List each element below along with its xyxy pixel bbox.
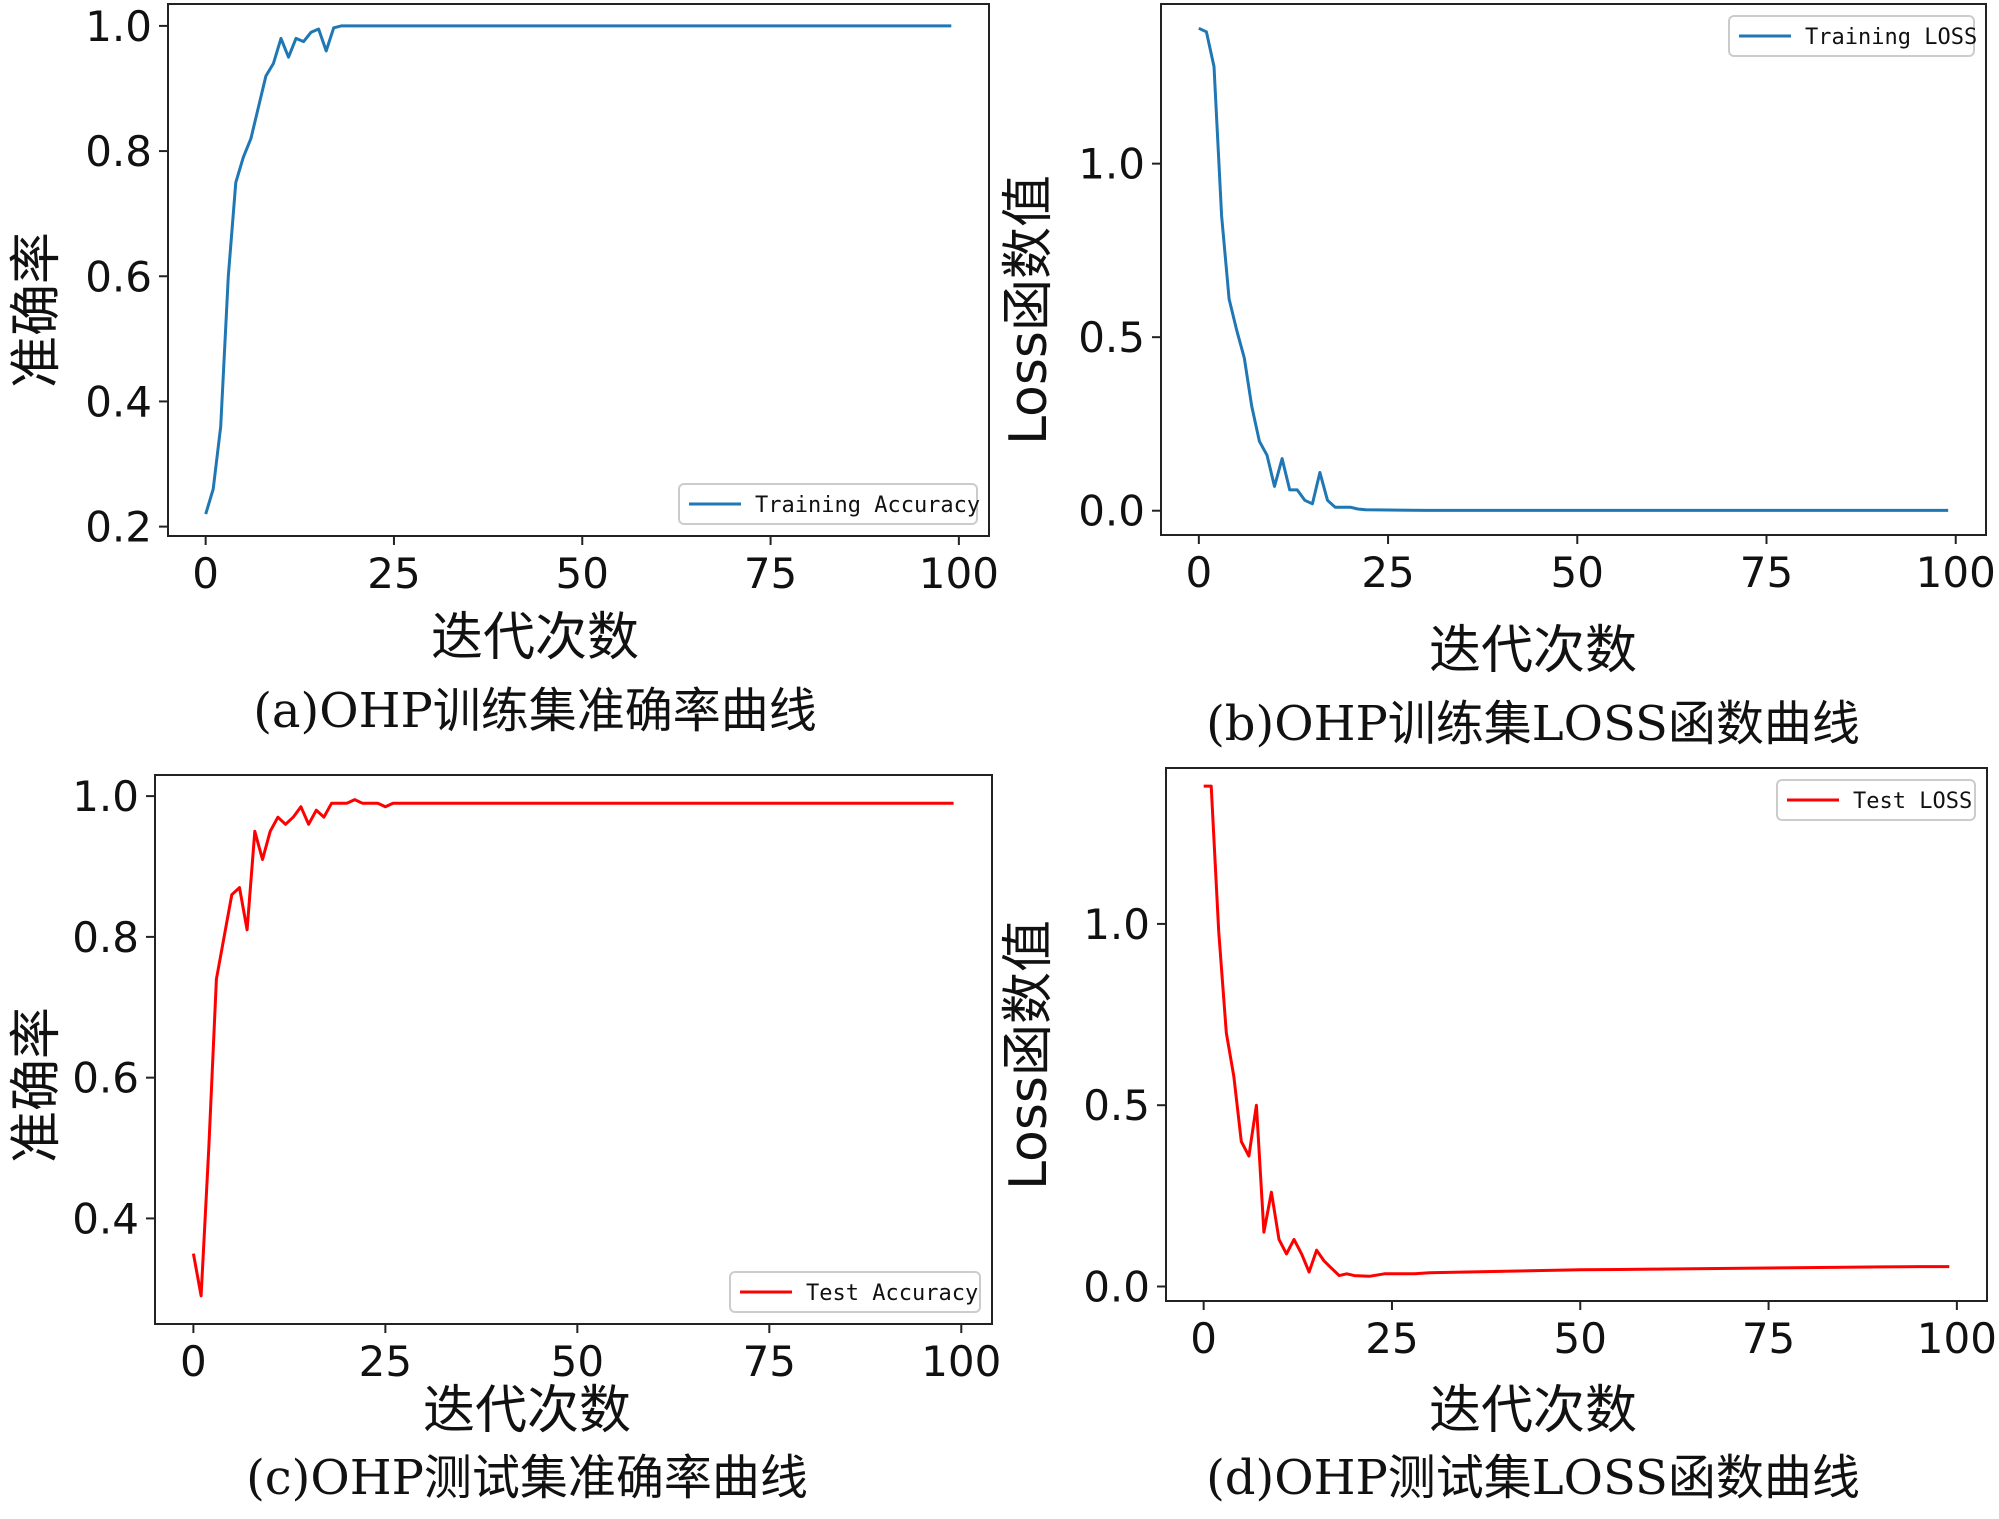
panel-b-training-loss: (b)OHP训练集LOSS函数曲线 0 25 50 75 100 0.0 0.5 1.0 迭代次… xyxy=(999,3,1996,752)
y-tick-label: 0.5 xyxy=(1078,313,1145,362)
x-axis-label: 迭代次数 xyxy=(1429,621,1637,681)
y-axis-label: 准确率 xyxy=(7,1007,67,1163)
legend-box xyxy=(729,1271,981,1313)
y-tick-label: 0.8 xyxy=(72,913,139,962)
legend-label: Test LOSS xyxy=(1853,789,1972,814)
y-tick-label: 1.0 xyxy=(1083,900,1150,949)
x-tick-label: 100 xyxy=(921,1337,1001,1386)
x-tick-label: 25 xyxy=(1365,1314,1418,1363)
plot-frame xyxy=(154,774,993,1325)
caption: (d)OHP测试集LOSS函数曲线 xyxy=(1206,1450,1860,1506)
y-tick-label: 0.0 xyxy=(1078,487,1145,536)
series-line xyxy=(204,24,952,515)
series-line xyxy=(191,798,954,1298)
x-tick-label: 25 xyxy=(367,549,420,598)
x-tick-label: 25 xyxy=(1361,548,1414,597)
x-tick-label: 75 xyxy=(744,549,797,598)
x-tick-label: 100 xyxy=(1916,548,1996,597)
panel-a-training-accuracy: (a)OHP训练集准确率曲线 0 25 50 75 100 0.2 0.4 0.6 0.8 1.0… xyxy=(7,2,999,739)
legend-label: Training Accuracy xyxy=(755,493,980,518)
x-tick-label: 0 xyxy=(1185,548,1212,597)
series-line xyxy=(1203,784,1950,1278)
legend-box xyxy=(678,483,978,525)
y-tick-label: 0.4 xyxy=(85,377,152,426)
legend-label: Test Accuracy xyxy=(806,1281,978,1306)
x-tick-label: 0 xyxy=(1190,1314,1217,1363)
x-tick-label: 50 xyxy=(556,549,609,598)
y-tick-label: 1.0 xyxy=(72,772,139,821)
caption: (a)OHP训练集准确率曲线 xyxy=(253,683,817,739)
x-tick-label: 50 xyxy=(1551,548,1604,597)
y-tick-label: 1.0 xyxy=(85,2,152,51)
legend-label: Training LOSS xyxy=(1805,25,1977,50)
x-tick-label: 25 xyxy=(359,1337,412,1386)
x-tick-label: 100 xyxy=(919,549,999,598)
caption: (b)OHP训练集LOSS函数曲线 xyxy=(1206,696,1860,752)
x-tick-label: 0 xyxy=(180,1337,207,1386)
x-tick-label: 75 xyxy=(1742,1314,1795,1363)
panel-d-test-loss: (d)OHP测试集LOSS函数曲线 0 25 50 75 100 0.0 0.5 1.0 迭代次… xyxy=(999,767,1997,1506)
x-tick-label: 75 xyxy=(1740,548,1793,597)
x-tick-label: 50 xyxy=(1554,1314,1607,1363)
x-tick-label: 75 xyxy=(743,1337,796,1386)
y-tick-label: 1.0 xyxy=(1078,140,1145,189)
y-tick-label: 0.8 xyxy=(85,127,152,176)
plot-frame xyxy=(1165,767,1988,1302)
y-tick-label: 0.0 xyxy=(1083,1262,1150,1311)
y-tick-label: 0.4 xyxy=(72,1194,139,1243)
plot-frame xyxy=(1160,3,1987,536)
x-tick-label: 50 xyxy=(551,1337,604,1386)
x-tick-label: 0 xyxy=(192,549,219,598)
y-tick-label: 0.2 xyxy=(85,503,152,552)
x-axis-label: 迭代次数 xyxy=(423,1381,631,1441)
x-axis-label: 迭代次数 xyxy=(1429,1381,1637,1441)
y-axis-label: Loss函数值 xyxy=(999,175,1059,445)
y-axis-label: Loss函数值 xyxy=(999,920,1059,1190)
legend-box xyxy=(1728,15,1975,57)
y-tick-label: 0.5 xyxy=(1083,1081,1150,1130)
x-axis-label: 迭代次数 xyxy=(431,608,639,668)
x-tick-label: 100 xyxy=(1917,1314,1997,1363)
y-axis-label: 准确率 xyxy=(7,232,67,388)
panel-c-test-accuracy: (c)OHP测试集准确率曲线 0 25 50 75 100 0.4 0.6 0.8 1.0 迭代次… xyxy=(7,772,1001,1506)
caption: (c)OHP测试集准确率曲线 xyxy=(246,1450,808,1506)
series-line xyxy=(1198,26,1949,512)
y-tick-label: 0.6 xyxy=(72,1054,139,1103)
y-tick-label: 0.6 xyxy=(85,252,152,301)
legend-box xyxy=(1776,779,1976,821)
plot-frame xyxy=(167,3,990,537)
